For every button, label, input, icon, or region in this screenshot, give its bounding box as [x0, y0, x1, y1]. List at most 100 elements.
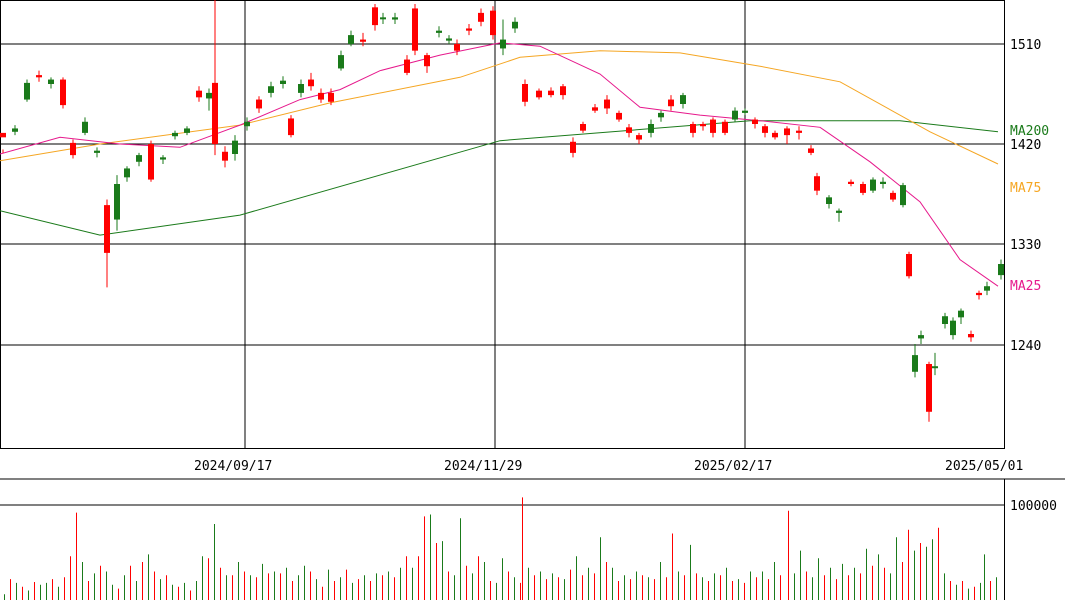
candle-body — [658, 112, 664, 118]
candle-body — [848, 181, 854, 184]
ma25-label: MA25 — [1010, 279, 1041, 294]
candle — [500, 19, 506, 56]
candle — [772, 130, 778, 140]
candle — [114, 175, 120, 231]
candle-body — [808, 148, 814, 153]
candle-body — [772, 132, 778, 138]
candle — [860, 181, 866, 196]
candle-body — [932, 366, 938, 369]
candle — [942, 312, 948, 329]
date-label-3: 2025/02/17 — [694, 459, 772, 474]
candle — [808, 145, 814, 156]
date-label-2: 2024/11/29 — [444, 459, 522, 474]
candle — [680, 92, 686, 109]
candle-body — [478, 12, 484, 22]
candle — [690, 121, 696, 138]
candle — [436, 26, 442, 38]
candle-body — [392, 17, 398, 20]
candle-body — [742, 110, 748, 113]
candle-body — [160, 157, 166, 160]
candle-body — [60, 79, 66, 106]
candle — [172, 130, 178, 140]
candle-body — [580, 124, 586, 131]
candle — [626, 124, 632, 138]
candle — [36, 70, 42, 82]
candle — [932, 352, 938, 376]
candle-body — [604, 99, 610, 109]
candle-body — [984, 286, 990, 291]
candle-body — [124, 168, 130, 178]
candle — [950, 317, 956, 340]
candle — [12, 125, 18, 136]
candle-body — [454, 44, 460, 51]
candle-body — [424, 55, 430, 67]
candle-body — [328, 92, 334, 102]
candle — [616, 110, 622, 122]
candle-body — [196, 90, 202, 98]
candle — [222, 146, 228, 168]
candle — [380, 12, 386, 24]
candle — [412, 4, 418, 56]
candle — [392, 12, 398, 24]
candle-body — [890, 192, 896, 200]
candle-body — [942, 316, 948, 324]
candle — [826, 195, 832, 209]
candle — [196, 86, 202, 102]
candle-body — [36, 75, 42, 78]
candle — [104, 199, 110, 288]
candle-body — [70, 142, 76, 156]
candle-body — [860, 184, 866, 193]
candle — [814, 172, 820, 196]
candle-body — [82, 121, 88, 133]
price-panel — [0, 0, 1005, 449]
candle — [0, 132, 6, 153]
candle-body — [256, 99, 262, 109]
candle-body — [570, 141, 576, 153]
candle-body — [958, 310, 964, 318]
candle — [94, 147, 100, 158]
candle — [906, 251, 912, 279]
candle — [338, 50, 344, 71]
candle-body — [104, 205, 110, 253]
candle-body — [548, 90, 554, 96]
ma25-line — [0, 42, 999, 287]
price-tick-1510: 1510 — [1010, 38, 1041, 53]
candle-body — [796, 130, 802, 133]
candle-body — [636, 135, 642, 140]
candle — [732, 107, 738, 122]
candle — [160, 155, 166, 164]
volume-tick-100000: 100000 — [1010, 499, 1057, 514]
candle — [308, 72, 314, 91]
candle-body — [48, 79, 54, 84]
candle-body — [870, 179, 876, 191]
candle — [490, 6, 496, 40]
candle — [700, 121, 706, 131]
candle-body — [348, 35, 354, 44]
candle — [244, 117, 250, 131]
candle — [604, 95, 610, 114]
candle-body — [950, 320, 956, 336]
candle — [70, 139, 76, 159]
candle — [536, 88, 542, 100]
candle-body — [94, 150, 100, 153]
candle-body — [752, 119, 758, 124]
candle — [570, 137, 576, 158]
candle-body — [436, 30, 442, 33]
candle-body — [906, 254, 912, 277]
candle-body — [380, 17, 386, 20]
date-label-4: 2025/05/01 — [945, 459, 1023, 474]
candle — [232, 135, 238, 161]
candle — [48, 77, 54, 89]
candle-body — [926, 364, 932, 412]
candle-body — [446, 38, 452, 41]
candle-body — [244, 121, 250, 127]
candle-body — [710, 119, 716, 133]
candle-body — [900, 185, 906, 206]
candle — [522, 79, 528, 107]
price-tick-1420: 1420 — [1010, 138, 1041, 153]
candle — [136, 152, 142, 167]
candle-body — [172, 132, 178, 137]
candle-body — [338, 55, 344, 69]
price-tick-1240: 1240 — [1010, 339, 1041, 354]
